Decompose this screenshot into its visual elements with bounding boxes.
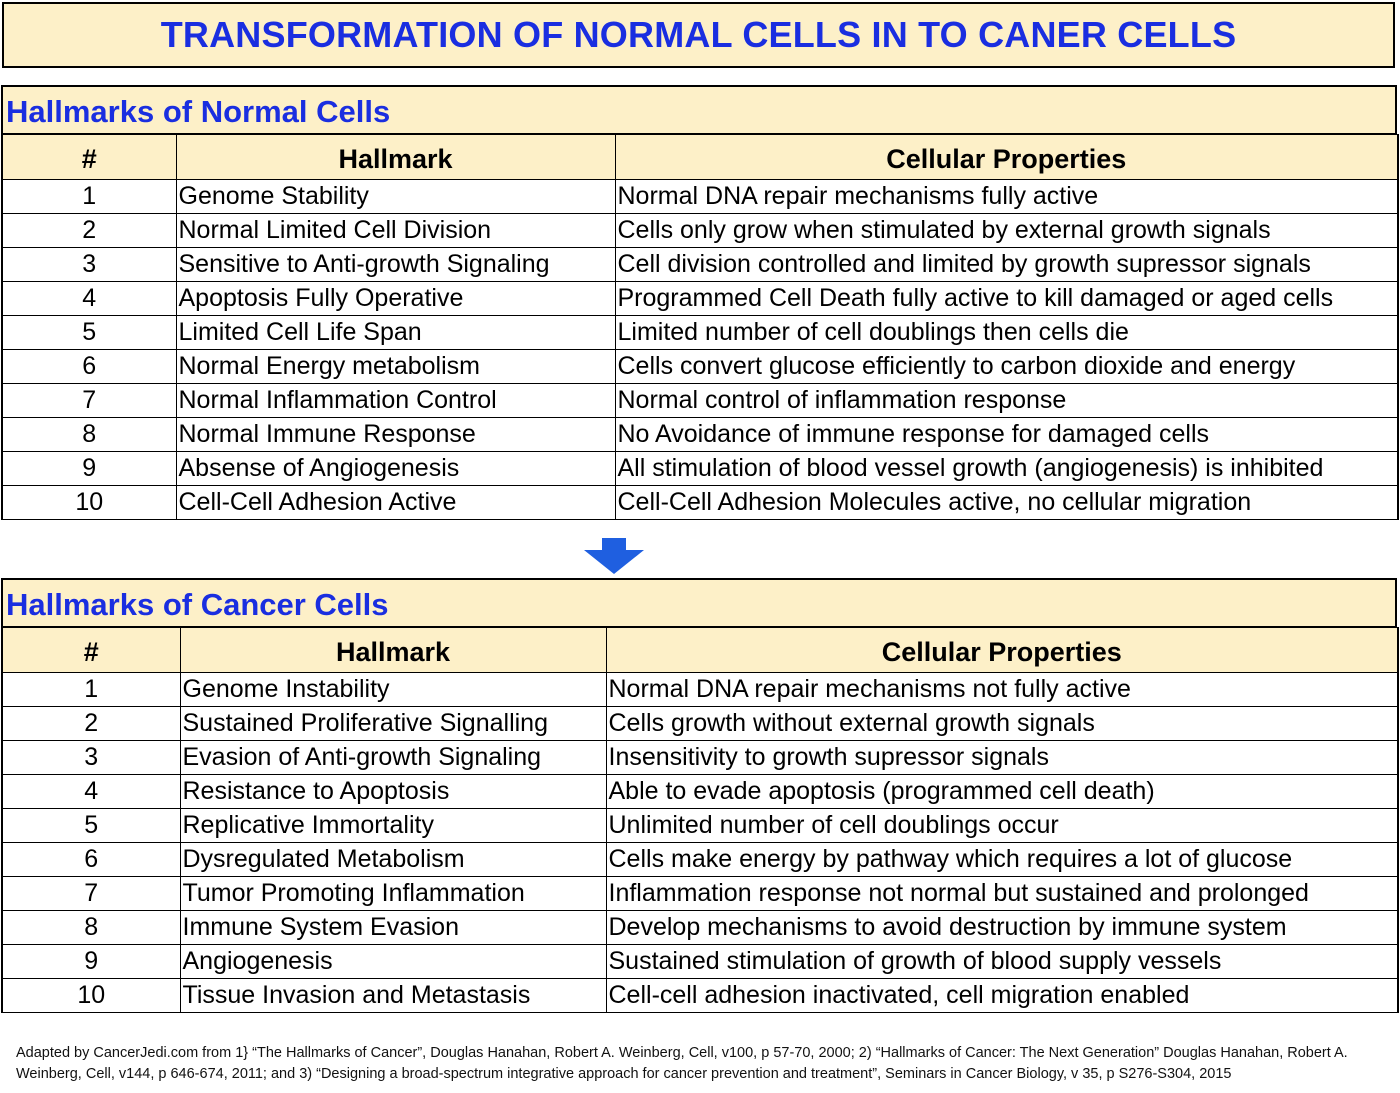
hallmark-cell: Dysregulated Metabolism bbox=[179, 842, 607, 877]
hallmark-cell: Apoptosis Fully Operative bbox=[175, 281, 616, 316]
table-row: 5 Replicative Immortality Unlimited number… bbox=[1, 808, 1399, 843]
cancer-table-body: 1 Genome Instability Normal DNA repair mec… bbox=[1, 672, 1399, 1013]
property-cell: All stimulation of blood vessel growth (… bbox=[614, 451, 1399, 486]
table-row: 9 Angiogenesis Sustained stimulation of gr… bbox=[1, 944, 1399, 979]
row-number: 2 bbox=[1, 213, 177, 248]
hallmark-cell: Tissue Invasion and Metastasis bbox=[179, 978, 607, 1013]
table-row: 7 Normal Inflammation Control Normal contr… bbox=[1, 383, 1399, 418]
property-cell: Cell division controlled and limited by … bbox=[614, 247, 1399, 282]
hallmark-cell: Immune System Evasion bbox=[179, 910, 607, 945]
hallmark-cell: Normal Limited Cell Division bbox=[175, 213, 616, 248]
property-cell: Cells only grow when stimulated by exter… bbox=[614, 213, 1399, 248]
property-cell: Cells growth without external growth sig… bbox=[605, 706, 1399, 741]
row-number: 1 bbox=[1, 179, 177, 214]
property-cell: Insensitivity to growth supressor signal… bbox=[605, 740, 1399, 775]
property-cell: Normal DNA repair mechanisms not fully a… bbox=[605, 672, 1399, 707]
hallmark-cell: Absense of Angiogenesis bbox=[175, 451, 616, 486]
row-number: 7 bbox=[1, 876, 181, 911]
table-row: 4 Apoptosis Fully Operative Programmed Cel… bbox=[1, 281, 1399, 316]
property-cell: Develop mechanisms to avoid destruction … bbox=[605, 910, 1399, 945]
hallmark-cell: Normal Inflammation Control bbox=[175, 383, 616, 418]
row-number: 5 bbox=[1, 808, 181, 843]
table-row: 8 Normal Immune Response No Avoidance of i… bbox=[1, 417, 1399, 452]
table-row: 4 Resistance to Apoptosis Able to evade ap… bbox=[1, 774, 1399, 809]
row-number: 9 bbox=[1, 451, 177, 486]
table-row: 3 Sensitive to Anti-growth Signaling Cell … bbox=[1, 247, 1399, 282]
hallmark-cell: Sustained Proliferative Signalling bbox=[179, 706, 607, 741]
property-cell: No Avoidance of immune response for dama… bbox=[614, 417, 1399, 452]
row-number: 6 bbox=[1, 349, 177, 384]
property-cell: Normal control of inflammation response bbox=[614, 383, 1399, 418]
column-header-number: # bbox=[1, 627, 181, 673]
property-cell: Cells make energy by pathway which requi… bbox=[605, 842, 1399, 877]
normal-cells-heading: Hallmarks of Normal Cells bbox=[1, 85, 1397, 134]
hallmark-cell: Normal Energy metabolism bbox=[175, 349, 616, 384]
property-cell: Cell-cell adhesion inactivated, cell mig… bbox=[605, 978, 1399, 1013]
table-row: 2 Normal Limited Cell Division Cells only … bbox=[1, 213, 1399, 248]
table-header-row: # Hallmark Cellular Properties bbox=[1, 134, 1399, 180]
row-number: 3 bbox=[1, 247, 177, 282]
row-number: 10 bbox=[1, 485, 177, 520]
row-number: 6 bbox=[1, 842, 181, 877]
hallmark-cell: Replicative Immortality bbox=[179, 808, 607, 843]
table-row: 9 Absense of Angiogenesis All stimulation … bbox=[1, 451, 1399, 486]
row-number: 9 bbox=[1, 944, 181, 979]
hallmark-cell: Resistance to Apoptosis bbox=[179, 774, 607, 809]
hallmark-cell: Cell-Cell Adhesion Active bbox=[175, 485, 616, 520]
hallmark-cell: Angiogenesis bbox=[179, 944, 607, 979]
table-row: 6 Dysregulated Metabolism Cells make energ… bbox=[1, 842, 1399, 877]
property-cell: Unlimited number of cell doublings occur bbox=[605, 808, 1399, 843]
row-number: 4 bbox=[1, 281, 177, 316]
property-cell: Programmed Cell Death fully active to ki… bbox=[614, 281, 1399, 316]
normal-table-body: 1 Genome Stability Normal DNA repair mecha… bbox=[1, 179, 1399, 520]
cancer-cells-section: Hallmarks of Cancer Cells # Hallmark Cel… bbox=[1, 578, 1399, 1013]
table-row: 1 Genome Stability Normal DNA repair mecha… bbox=[1, 179, 1399, 214]
row-number: 3 bbox=[1, 740, 181, 775]
arrow-down-icon bbox=[584, 538, 644, 574]
table-row: 10 Cell-Cell Adhesion Active Cell-Cell Adh… bbox=[1, 485, 1399, 520]
property-cell: Limited number of cell doublings then ce… bbox=[614, 315, 1399, 350]
row-number: 2 bbox=[1, 706, 181, 741]
row-number: 10 bbox=[1, 978, 181, 1013]
cancer-cells-heading: Hallmarks of Cancer Cells bbox=[1, 578, 1397, 627]
hallmark-cell: Evasion of Anti-growth Signaling bbox=[179, 740, 607, 775]
row-number: 5 bbox=[1, 315, 177, 350]
table-row: 2 Sustained Proliferative Signalling Cells… bbox=[1, 706, 1399, 741]
row-number: 8 bbox=[1, 417, 177, 452]
row-number: 1 bbox=[1, 672, 181, 707]
table-row: 10 Tissue Invasion and Metastasis Cell-cel… bbox=[1, 978, 1399, 1013]
table-row: 6 Normal Energy metabolism Cells convert g… bbox=[1, 349, 1399, 384]
column-header-properties: Cellular Properties bbox=[614, 134, 1399, 180]
row-number: 7 bbox=[1, 383, 177, 418]
hallmark-cell: Genome Instability bbox=[179, 672, 607, 707]
property-cell: Cell-Cell Adhesion Molecules active, no … bbox=[614, 485, 1399, 520]
page-title: TRANSFORMATION OF NORMAL CELLS IN TO CAN… bbox=[2, 2, 1395, 68]
column-header-hallmark: Hallmark bbox=[179, 627, 607, 673]
column-header-hallmark: Hallmark bbox=[175, 134, 616, 180]
normal-cells-table: # Hallmark Cellular Properties 1 Genome S… bbox=[1, 134, 1399, 520]
table-row: 7 Tumor Promoting Inflammation Inflammatio… bbox=[1, 876, 1399, 911]
table-row: 5 Limited Cell Life Span Limited number of… bbox=[1, 315, 1399, 350]
row-number: 8 bbox=[1, 910, 181, 945]
hallmark-cell: Genome Stability bbox=[175, 179, 616, 214]
property-cell: Cells convert glucose efficiently to car… bbox=[614, 349, 1399, 384]
citation-footer: Adapted by CancerJedi.com from 1} “The H… bbox=[16, 1045, 1348, 1082]
column-header-number: # bbox=[1, 134, 177, 180]
property-cell: Normal DNA repair mechanisms fully activ… bbox=[614, 179, 1399, 214]
table-row: 3 Evasion of Anti-growth Signaling Insensi… bbox=[1, 740, 1399, 775]
table-row: 1 Genome Instability Normal DNA repair mec… bbox=[1, 672, 1399, 707]
property-cell: Sustained stimulation of growth of blood… bbox=[605, 944, 1399, 979]
property-cell: Inflammation response not normal but sus… bbox=[605, 876, 1399, 911]
hallmark-cell: Limited Cell Life Span bbox=[175, 315, 616, 350]
column-header-properties: Cellular Properties bbox=[605, 627, 1399, 673]
table-row: 8 Immune System Evasion Develop mechanisms… bbox=[1, 910, 1399, 945]
hallmark-cell: Normal Immune Response bbox=[175, 417, 616, 452]
normal-cells-section: Hallmarks of Normal Cells # Hallmark Cel… bbox=[1, 85, 1399, 520]
property-cell: Able to evade apoptosis (programmed cell… bbox=[605, 774, 1399, 809]
row-number: 4 bbox=[1, 774, 181, 809]
hallmark-cell: Sensitive to Anti-growth Signaling bbox=[175, 247, 616, 282]
hallmark-cell: Tumor Promoting Inflammation bbox=[179, 876, 607, 911]
table-header-row: # Hallmark Cellular Properties bbox=[1, 627, 1399, 673]
cancer-cells-table: # Hallmark Cellular Properties 1 Genome I… bbox=[1, 627, 1399, 1013]
